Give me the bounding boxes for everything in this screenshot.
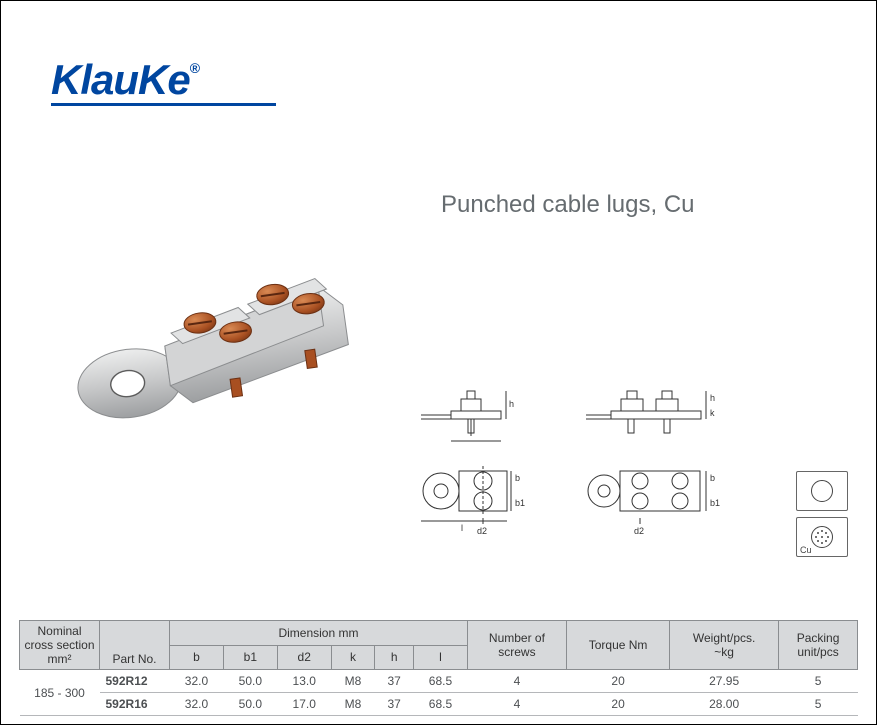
dim-d2-label: d2 — [477, 526, 487, 536]
spec-table-wrap: Nominal cross section mm² Part No. Dimen… — [1, 620, 876, 724]
cell-weight: 28.00 — [670, 693, 779, 716]
cell-k: M8 — [331, 693, 375, 716]
th-packing: Packing unit/pcs — [779, 621, 858, 670]
cell-b1: 50.0 — [223, 670, 277, 693]
conductor-icons: Cu — [796, 471, 851, 563]
cell-nominal: 185 - 300 — [20, 670, 100, 716]
cell-torque: 20 — [567, 693, 670, 716]
cell-pack: 5 — [779, 670, 858, 693]
cell-part: 592R12 — [100, 670, 170, 693]
cell-h: 37 — [375, 693, 414, 716]
th-l: l — [414, 645, 468, 670]
cell-weight: 27.95 — [670, 670, 779, 693]
th-nominal: Nominal cross section mm² — [20, 621, 100, 670]
th-k: k — [331, 645, 375, 670]
th-weight: Weight/pcs. ~kg — [670, 621, 779, 670]
th-d2: d2 — [277, 645, 331, 670]
brand-text: KlauKe — [51, 56, 190, 103]
circle-icon — [811, 480, 833, 502]
product-title: Punched cable lugs, Cu — [441, 191, 695, 219]
dim-b1-label: b1 — [515, 498, 525, 508]
cell-l: 68.5 — [414, 670, 468, 693]
th-partno: Part No. — [100, 621, 170, 670]
th-screws: Number of screws — [467, 621, 566, 670]
th-b1: b1 — [223, 645, 277, 670]
dim-h-label: h — [509, 399, 514, 409]
cu-label: Cu — [800, 545, 812, 555]
spec-table: Nominal cross section mm² Part No. Dimen… — [19, 620, 858, 716]
th-dimension: Dimension mm — [170, 621, 468, 646]
cell-screws: 4 — [467, 693, 566, 716]
cell-b: 32.0 — [170, 670, 224, 693]
dim-h-label-2: h — [710, 393, 715, 403]
datasheet-page: KlauKe® Punched cable lugs, Cu — [0, 0, 877, 725]
cell-l: 68.5 — [414, 693, 468, 716]
dim-d2-label-2: d2 — [634, 526, 644, 536]
strand-icon — [811, 526, 833, 548]
dim-k-label: k — [710, 408, 715, 418]
cell-pack: 5 — [779, 693, 858, 716]
stranded-conductor-icon: Cu — [796, 517, 848, 557]
cell-part: 592R16 — [100, 693, 170, 716]
cell-d2: 13.0 — [277, 670, 331, 693]
table-row: 592R16 32.0 50.0 17.0 M8 37 68.5 4 20 28… — [20, 693, 858, 716]
brand-underline — [51, 103, 276, 106]
th-h: h — [375, 645, 414, 670]
cell-d2: 17.0 — [277, 693, 331, 716]
solid-conductor-icon — [796, 471, 848, 511]
dim-b-label: b — [515, 473, 520, 483]
cell-torque: 20 — [567, 670, 670, 693]
th-torque: Torque Nm — [567, 621, 670, 670]
brand-logo: KlauKe® — [51, 56, 199, 104]
cell-k: M8 — [331, 670, 375, 693]
cell-h: 37 — [375, 670, 414, 693]
dim-l-label: l — [461, 523, 463, 533]
dim-b-label-2: b — [710, 473, 715, 483]
th-b: b — [170, 645, 224, 670]
product-image — [56, 231, 376, 431]
registered-icon: ® — [190, 60, 199, 76]
table-row: 185 - 300 592R12 32.0 50.0 13.0 M8 37 68… — [20, 670, 858, 693]
technical-drawing: h d2 b b1 l — [421, 371, 741, 561]
cell-b: 32.0 — [170, 693, 224, 716]
cell-b1: 50.0 — [223, 693, 277, 716]
dim-b1-label-2: b1 — [710, 498, 720, 508]
cell-screws: 4 — [467, 670, 566, 693]
